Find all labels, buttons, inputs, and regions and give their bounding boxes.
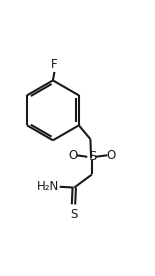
- Text: O: O: [106, 149, 116, 162]
- Text: S: S: [88, 150, 96, 163]
- Text: F: F: [51, 58, 58, 71]
- Text: S: S: [70, 208, 77, 221]
- Text: H₂N: H₂N: [37, 180, 59, 193]
- Text: O: O: [69, 149, 78, 162]
